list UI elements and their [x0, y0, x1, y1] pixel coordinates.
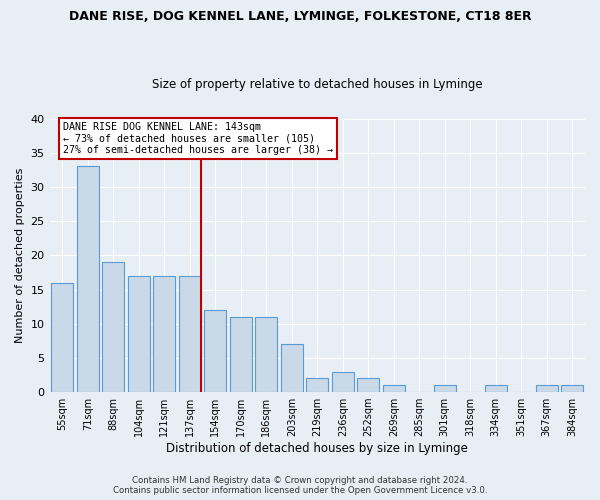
Bar — [485, 385, 506, 392]
Bar — [205, 310, 226, 392]
Bar — [434, 385, 455, 392]
Bar — [77, 166, 98, 392]
Bar — [307, 378, 328, 392]
Bar — [358, 378, 379, 392]
Bar — [154, 276, 175, 392]
Bar — [103, 262, 124, 392]
Y-axis label: Number of detached properties: Number of detached properties — [15, 168, 25, 343]
Text: DANE RISE, DOG KENNEL LANE, LYMINGE, FOLKESTONE, CT18 8ER: DANE RISE, DOG KENNEL LANE, LYMINGE, FOL… — [68, 10, 532, 23]
Bar — [536, 385, 557, 392]
Title: Size of property relative to detached houses in Lyminge: Size of property relative to detached ho… — [152, 78, 482, 91]
Bar — [332, 372, 353, 392]
Bar — [256, 317, 277, 392]
Bar — [383, 385, 404, 392]
Text: Contains HM Land Registry data © Crown copyright and database right 2024.
Contai: Contains HM Land Registry data © Crown c… — [113, 476, 487, 495]
Text: DANE RISE DOG KENNEL LANE: 143sqm
← 73% of detached houses are smaller (105)
27%: DANE RISE DOG KENNEL LANE: 143sqm ← 73% … — [63, 122, 333, 155]
Bar — [562, 385, 583, 392]
Bar — [179, 276, 200, 392]
Bar — [52, 282, 73, 392]
Bar — [128, 276, 149, 392]
Bar — [281, 344, 302, 392]
Bar — [230, 317, 251, 392]
X-axis label: Distribution of detached houses by size in Lyminge: Distribution of detached houses by size … — [166, 442, 468, 455]
